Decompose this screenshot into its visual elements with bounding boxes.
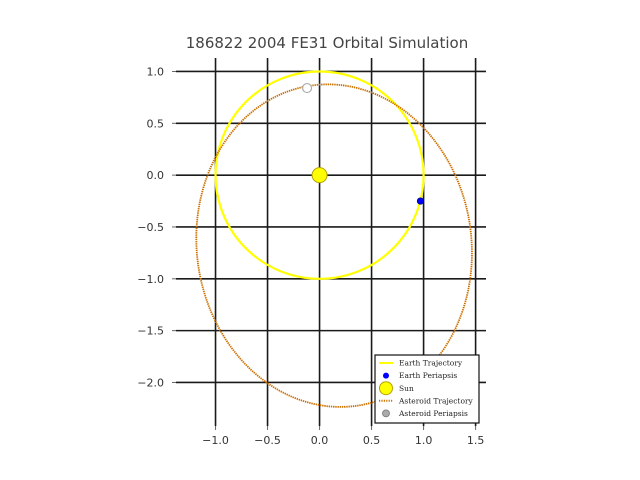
legend-handle-sun [379, 381, 393, 396]
y-tick-label: 1.0 [147, 65, 165, 78]
y-tick-label: −1.5 [137, 325, 164, 338]
legend-label: Asteroid Trajectory [398, 396, 474, 405]
x-tick-label: 1.0 [415, 434, 433, 447]
y-tick-label: −1.0 [137, 273, 164, 286]
chart-title: 186822 2004 FE31 Orbital Simulation [186, 34, 469, 52]
axes: −1.0 −0.5 0.0 0.5 1.0 1.5 1.0 0.5 0.0 −0.5 −1.0 −1.… [137, 65, 484, 447]
legend-handle-earth-periapsis [383, 372, 389, 379]
y-tick-label: −2.0 [137, 376, 164, 389]
x-tick-label: 1.5 [467, 434, 485, 447]
earth-trajectory-line [214, 70, 425, 280]
plot-area [195, 70, 473, 408]
legend-label: Earth Trajectory [399, 359, 463, 368]
legend-label: Asteroid Periapsis [398, 409, 468, 418]
x-tick-label: −1.0 [202, 434, 229, 447]
earth-periapsis-marker [416, 197, 425, 205]
legend: Earth Trajectory Earth Periapsis Sun Astero… [374, 354, 480, 424]
legend-label: Earth Periapsis [399, 371, 457, 380]
x-tick-label: 0.5 [363, 434, 381, 447]
sun-marker [311, 167, 328, 184]
y-tick-label: −0.5 [137, 221, 164, 234]
x-tick-label: 0.0 [311, 434, 329, 447]
y-tick-label: 0.0 [147, 169, 165, 182]
legend-label: Sun [399, 384, 414, 393]
y-tick-label: 0.5 [147, 117, 165, 130]
asteroid-trajectory-line [195, 83, 473, 408]
x-tick-label: −0.5 [254, 434, 281, 447]
legend-handle-asteroid-periapsis [382, 409, 390, 418]
asteroid-periapsis-marker [301, 82, 313, 94]
